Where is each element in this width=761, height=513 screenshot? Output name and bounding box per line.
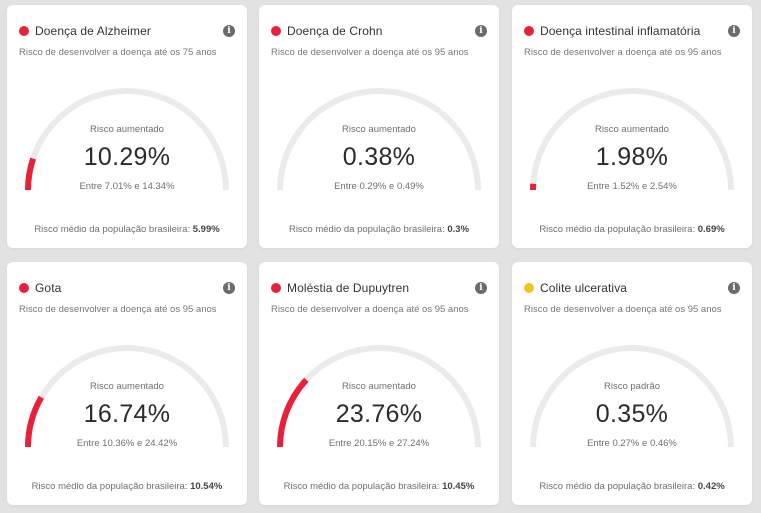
risk-label: Risco aumentado (595, 124, 669, 135)
risk-gauge (7, 262, 247, 505)
card-subtitle: Risco de desenvolver a doença até os 95 … (524, 47, 722, 58)
risk-gauge (7, 5, 247, 248)
status-dot-icon (19, 26, 29, 36)
info-icon[interactable]: i (728, 25, 740, 37)
gauge-arc (277, 88, 481, 191)
risk-range: Entre 0.27% e 0.46% (587, 438, 677, 449)
risk-gauge (259, 5, 499, 248)
gauge-track (25, 345, 229, 448)
risk-range: Entre 7.01% e 14.34% (79, 181, 175, 192)
gauge-arc (530, 345, 734, 448)
card-subtitle: Risco de desenvolver a doença até os 95 … (271, 304, 469, 315)
population-risk: Risco médio da população brasileira: 10.… (7, 481, 247, 492)
gauge-arc (25, 88, 229, 191)
population-risk-value: 0.69% (697, 224, 725, 235)
risk-range: Entre 1.52% e 2.54% (587, 181, 677, 192)
card-title: Moléstia de Dupuytren (287, 281, 410, 295)
risk-value: 0.35% (595, 400, 669, 428)
gauge-fill (277, 377, 309, 448)
card-title: Gota (35, 281, 62, 295)
card-title: Colite ulcerativa (540, 281, 628, 295)
risk-card-5: Moléstia de Dupuytren i Risco de desenvo… (259, 262, 499, 505)
info-icon[interactable]: i (475, 282, 487, 294)
risk-gauge (512, 262, 752, 505)
gauge-fill (25, 395, 45, 448)
risk-card-6: Colite ulcerativa i Risco de desenvolver… (512, 262, 752, 505)
gauge-arc (529, 88, 734, 191)
card-subtitle: Risco de desenvolver a doença até os 95 … (524, 304, 722, 315)
risk-card-2: Doença de Crohn i Risco de desenvolver a… (259, 5, 499, 248)
risk-value: 0.38% (342, 143, 416, 171)
risk-range: Entre 0.29% e 0.49% (334, 181, 424, 192)
card-header: Colite ulcerativa i (524, 280, 740, 296)
status-dot-icon (19, 283, 29, 293)
population-risk-label: Risco médio da população brasileira: (539, 224, 698, 235)
risk-range: Entre 10.36% e 24.42% (76, 438, 178, 449)
population-risk: Risco médio da população brasileira: 0.4… (512, 481, 752, 492)
card-header: Doença de Alzheimer i (19, 23, 235, 39)
gauge-arc (277, 345, 481, 448)
gauge-fill (25, 157, 37, 191)
info-icon[interactable]: i (223, 25, 235, 37)
risk-value: 1.98% (595, 143, 669, 171)
card-subtitle: Risco de desenvolver a doença até os 95 … (271, 47, 469, 58)
risk-label: Risco aumentado (90, 124, 164, 135)
card-subtitle: Risco de desenvolver a doença até os 75 … (19, 47, 217, 58)
info-icon[interactable]: i (223, 282, 235, 294)
population-risk-label: Risco médio da população brasileira: (31, 481, 191, 492)
risk-label: Risco aumentado (90, 381, 164, 392)
risk-card-1: Doença de Alzheimer i Risco de desenvolv… (7, 5, 247, 248)
card-header: Gota i (19, 280, 235, 296)
card-header: Doença intestinal inflamatória i (524, 23, 740, 39)
population-risk: Risco médio da população brasileira: 10.… (259, 481, 499, 492)
info-icon[interactable]: i (475, 25, 487, 37)
population-risk: Risco médio da população brasileira: 5.9… (7, 224, 247, 235)
card-header: Doença de Crohn i (271, 23, 487, 39)
population-risk-value: 5.99% (192, 224, 220, 235)
gauge-track (25, 88, 229, 191)
risk-value: 23.76% (335, 400, 423, 428)
card-header: Moléstia de Dupuytren i (271, 280, 487, 296)
risk-card-4: Gota i Risco de desenvolver a doença até… (7, 262, 247, 505)
risk-label: Risco aumentado (342, 124, 416, 135)
risk-label: Risco aumentado (342, 381, 416, 392)
info-icon[interactable]: i (728, 282, 740, 294)
risk-range: Entre 20.15% e 27.24% (328, 438, 430, 449)
status-dot-icon (271, 283, 281, 293)
population-risk-label: Risco médio da população brasileira: (539, 481, 698, 492)
population-risk-label: Risco médio da população brasileira: (34, 224, 193, 235)
risk-value: 10.29% (83, 143, 171, 171)
gauge-arc (25, 345, 229, 448)
card-title: Doença de Crohn (287, 24, 383, 38)
population-risk-value: 10.54% (190, 481, 223, 492)
population-risk-label: Risco médio da população brasileira: (288, 224, 448, 235)
risk-label: Risco padrão (604, 381, 660, 392)
risk-gauge (259, 262, 499, 505)
risk-gauge (512, 5, 752, 248)
population-risk-value: 0.42% (697, 481, 725, 492)
status-dot-icon (524, 283, 534, 293)
card-subtitle: Risco de desenvolver a doença até os 95 … (19, 304, 217, 315)
population-risk: Risco médio da população brasileira: 0.6… (512, 224, 752, 235)
population-risk: Risco médio da população brasileira: 0.3… (259, 224, 499, 235)
gauge-track (530, 345, 734, 448)
gauge-track (277, 88, 481, 191)
status-dot-icon (271, 26, 281, 36)
status-dot-icon (524, 26, 534, 36)
card-title: Doença de Alzheimer (35, 24, 151, 38)
risk-value: 16.74% (83, 400, 171, 428)
population-risk-value: 10.45% (442, 481, 475, 492)
gauge-track (277, 345, 481, 448)
population-risk-value: 0.3% (447, 224, 470, 235)
population-risk-label: Risco médio da população brasileira: (283, 481, 443, 492)
card-title: Doença intestinal inflamatória (540, 24, 701, 38)
gauge-track (530, 88, 734, 191)
risk-card-3: Doença intestinal inflamatória i Risco d… (512, 5, 752, 248)
